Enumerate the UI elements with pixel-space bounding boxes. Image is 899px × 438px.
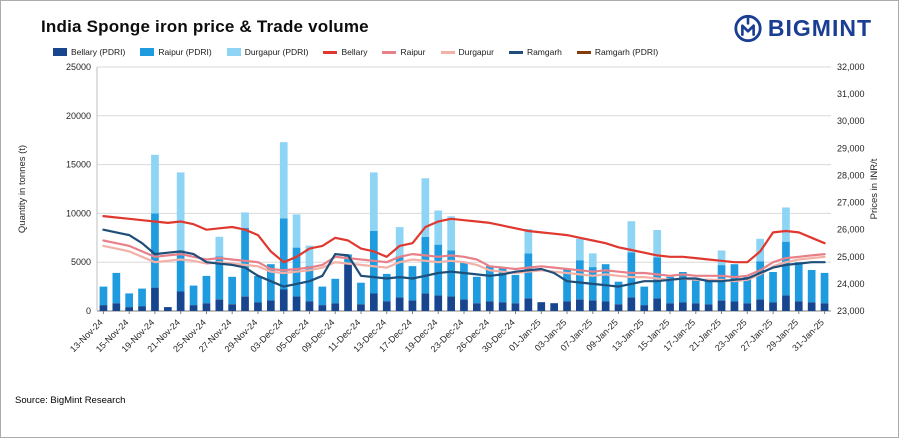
legend-label: Ramgarh xyxy=(526,47,562,57)
legend-label: Ramgarh (PDRI) xyxy=(594,47,659,57)
svg-text:23,000: 23,000 xyxy=(837,306,865,316)
bar-swatch-icon xyxy=(226,48,241,56)
line-swatch-icon xyxy=(508,50,523,54)
legend-label: Durgapur xyxy=(458,47,494,57)
line-swatch-icon xyxy=(382,50,397,54)
legend-item-raipur-pdri: Raipur (PDRI) xyxy=(140,47,212,57)
svg-text:27,000: 27,000 xyxy=(837,198,865,208)
legend-label: Raipur xyxy=(400,47,426,57)
legend-item-ramgarh: Ramgarh xyxy=(508,47,562,57)
right-axis-tick-labels: 23,000 24,000 25,000 26,000 27,000 28,000 29,0… xyxy=(837,62,865,316)
legend-label: Bellary (PDRI) xyxy=(71,47,126,57)
svg-text:0: 0 xyxy=(86,306,91,316)
legend-item-ramgarh-pdri: Ramgarh (PDRI) xyxy=(576,47,659,57)
line-bellary xyxy=(102,215,826,264)
chart-legend: Bellary (PDRI) Raipur (PDRI) Durgapur (PDR… xyxy=(53,47,888,57)
chart-header: India Sponge iron price & Trade volume B… xyxy=(11,13,888,43)
svg-text:29,000: 29,000 xyxy=(837,143,865,153)
volume-bars xyxy=(99,142,829,311)
line-raipur xyxy=(102,239,826,279)
line-swatch-icon xyxy=(576,50,591,54)
chart-area: 0 5000 10000 15000 20000 25000 23,000 24,000 25,… xyxy=(11,59,888,391)
legend-item-bellary: Bellary xyxy=(323,47,367,57)
bigmint-m-badge-icon xyxy=(733,13,763,43)
svg-text:30,000: 30,000 xyxy=(837,116,865,126)
left-axis-title: Quantity in tonnes (t) xyxy=(17,145,28,233)
legend-label: Raipur (PDRI) xyxy=(158,47,212,57)
bigmint-logo: BIGMINT xyxy=(733,13,872,43)
svg-text:20000: 20000 xyxy=(66,111,91,121)
svg-text:5000: 5000 xyxy=(71,257,91,267)
svg-text:25000: 25000 xyxy=(66,62,91,72)
line-swatch-icon xyxy=(323,50,338,54)
svg-text:26,000: 26,000 xyxy=(837,225,865,235)
source-note: Source: BigMint Research xyxy=(15,395,126,406)
x-axis-labels: 13-Nov-2415-Nov-2419-Nov-2421-Nov-2425-N… xyxy=(68,311,826,354)
bars-durgapur-pdri xyxy=(151,142,790,268)
legend-item-bellary-pdri: Bellary (PDRI) xyxy=(53,47,125,57)
bar-swatch-icon xyxy=(53,48,67,56)
legend-label: Durgapur (PDRI) xyxy=(244,47,309,57)
price-volume-chart: 0 5000 10000 15000 20000 25000 23,000 24,000 25,… xyxy=(17,62,880,354)
right-axis-title: Prices in INR/t xyxy=(869,158,880,219)
bar-swatch-icon xyxy=(140,48,155,56)
page-title: India Sponge iron price & Trade volume xyxy=(41,17,369,36)
svg-text:31,000: 31,000 xyxy=(837,89,865,99)
line-swatch-icon xyxy=(440,50,455,54)
legend-label: Bellary xyxy=(341,47,368,57)
bars-raipur-pdri xyxy=(99,213,829,308)
legend-item-durgapur-pdri: Durgapur (PDRI) xyxy=(226,47,309,57)
bars-bellary-pdri xyxy=(99,264,829,311)
svg-text:15000: 15000 xyxy=(66,160,91,170)
left-axis-tick-labels: 0 5000 10000 15000 20000 25000 xyxy=(66,62,91,316)
svg-text:32,000: 32,000 xyxy=(837,62,865,72)
bigmint-logo-text: BIGMINT xyxy=(767,14,872,41)
svg-text:28,000: 28,000 xyxy=(837,170,865,180)
svg-text:10000: 10000 xyxy=(66,208,91,218)
line-ramgarh xyxy=(102,228,826,288)
svg-text:24,000: 24,000 xyxy=(837,279,865,289)
legend-item-durgapur: Durgapur xyxy=(440,47,494,57)
legend-item-raipur: Raipur xyxy=(382,47,426,57)
svg-text:25,000: 25,000 xyxy=(837,252,865,262)
